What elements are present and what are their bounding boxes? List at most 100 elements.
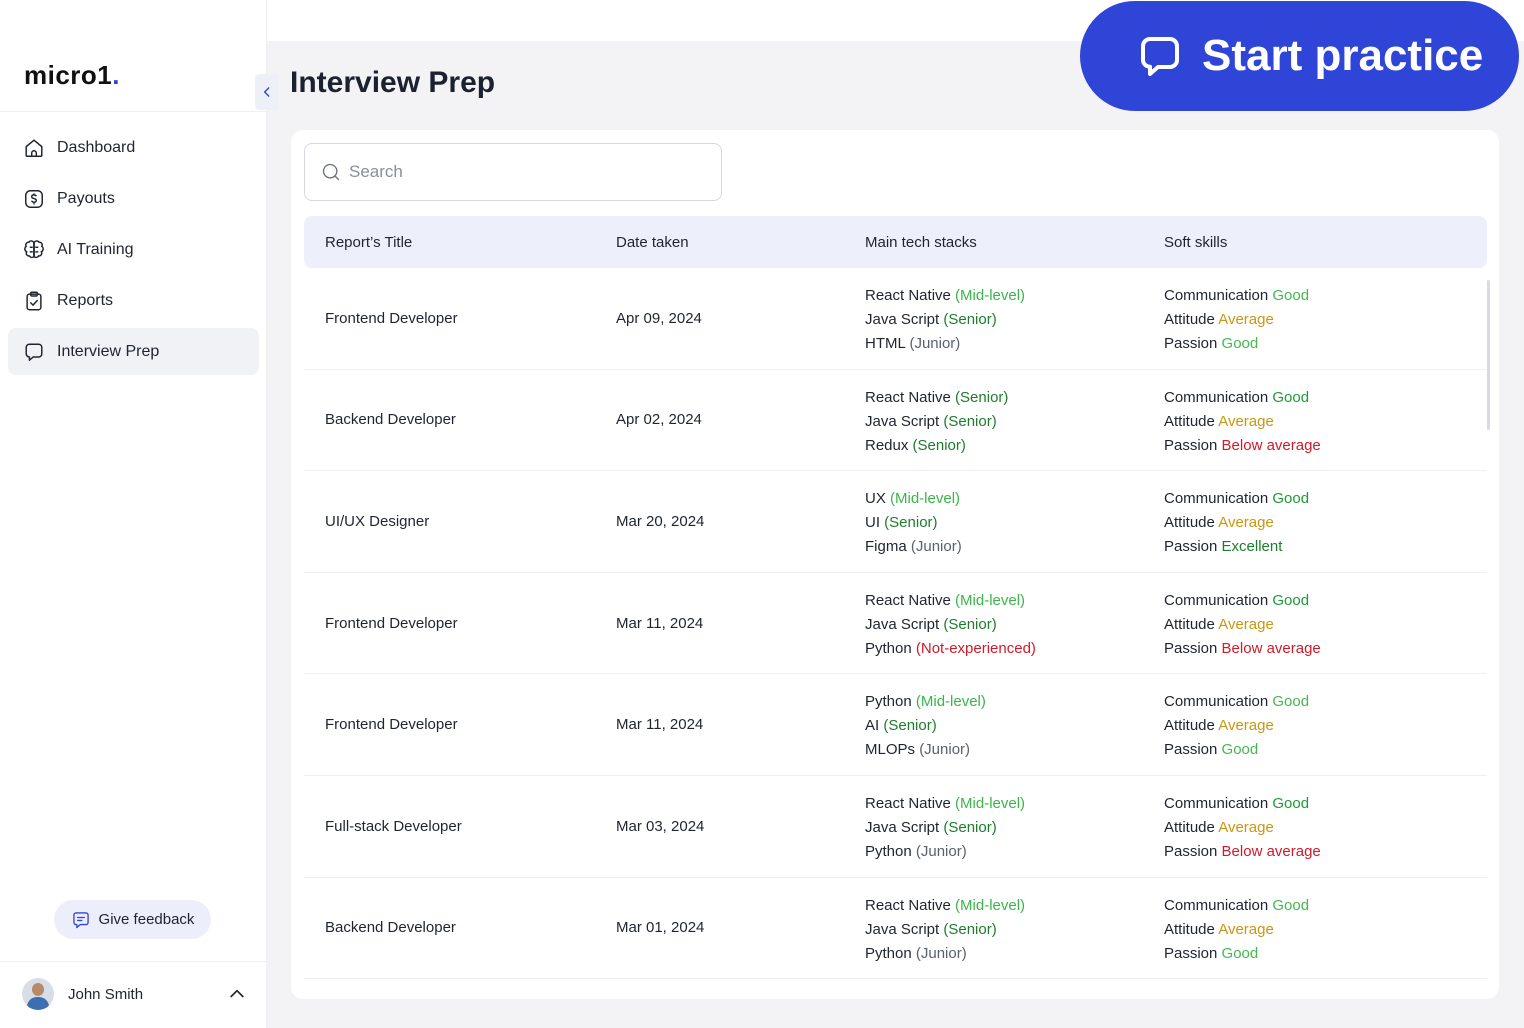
- soft-skill-rating: Good: [1221, 741, 1259, 759]
- tech-stack-item: React Native (Mid-level): [865, 284, 1025, 308]
- report-title: Frontend Developer: [325, 716, 458, 734]
- column-header-tech-stacks[interactable]: Main tech stacks: [865, 233, 977, 251]
- tech-stack-name: Redux: [865, 436, 909, 454]
- table-body: Frontend Developer Apr 09, 2024 React Nati…: [304, 268, 1487, 980]
- soft-skill-item: Passion Below average: [1164, 840, 1321, 864]
- soft-skill-name: Communication: [1164, 287, 1269, 304]
- column-header-title[interactable]: Report’s Title: [325, 233, 413, 251]
- tech-stack-name: Java Script: [865, 920, 940, 938]
- soft-skill-name: Attitude: [1164, 717, 1215, 735]
- tech-stack-level: (Not-experienced): [915, 639, 1036, 657]
- tech-stack-level: (Mid-level): [955, 287, 1026, 304]
- brand-logo[interactable]: micro1.: [24, 60, 120, 90]
- soft-skill-name: Passion: [1164, 436, 1218, 454]
- tech-stacks-cell: Python (Mid-level) AI (Senior) MLOPs (Juni…: [865, 690, 986, 762]
- soft-skills-cell: Communication Good Attitude Average Passio…: [1164, 589, 1321, 661]
- sidebar-item-payouts[interactable]: Payouts: [8, 175, 259, 222]
- soft-skill-item: Communication Good: [1164, 690, 1309, 714]
- table-row[interactable]: Backend Developer Apr 02, 2024 React Nativ…: [304, 370, 1487, 472]
- sidebar-item-dashboard[interactable]: Dashboard: [8, 124, 259, 171]
- table-row[interactable]: Frontend Developer Apr 09, 2024 React Nati…: [304, 268, 1487, 370]
- soft-skill-name: Passion: [1164, 944, 1218, 962]
- soft-skill-rating: Good: [1272, 693, 1310, 711]
- tech-stack-name: AI: [865, 717, 880, 735]
- tech-stack-name: Java Script: [865, 311, 940, 328]
- tech-stack-level: (Junior): [915, 842, 967, 860]
- table-row[interactable]: UI/UX Designer Mar 20, 2024 UX (Mid-level)…: [304, 471, 1487, 573]
- soft-skill-rating: Good: [1272, 896, 1310, 914]
- page-title: Interview Prep: [290, 66, 496, 99]
- soft-skill-name: Passion: [1164, 335, 1218, 352]
- sidebar-item-label: Reports: [57, 291, 114, 309]
- tech-stack-level: (Mid-level): [915, 693, 986, 711]
- soft-skills-cell: Communication Good Attitude Average Passio…: [1164, 487, 1309, 559]
- tech-stack-item: Java Script (Senior): [865, 918, 1025, 942]
- soft-skills-cell: Communication Good Attitude Average Passio…: [1164, 894, 1309, 966]
- tech-stack-item: React Native (Mid-level): [865, 792, 1025, 816]
- soft-skill-item: Communication Good: [1164, 386, 1321, 410]
- tech-stack-item: Java Script (Senior): [865, 308, 1025, 332]
- reports-card: Report’s Title Date taken Main tech stac…: [291, 130, 1499, 999]
- sidebar-item-reports[interactable]: Reports: [8, 277, 259, 324]
- report-title: UI/UX Designer: [325, 512, 430, 530]
- tech-stack-name: Python: [865, 944, 912, 962]
- date-taken: Mar 01, 2024: [616, 919, 705, 937]
- soft-skill-item: Passion Good: [1164, 738, 1309, 762]
- chat-bubble-icon: [1141, 37, 1179, 76]
- search-input[interactable]: [349, 162, 709, 182]
- soft-skill-item: Passion Good: [1164, 332, 1309, 356]
- scrollbar[interactable]: [1487, 280, 1490, 430]
- soft-skill-rating: Good: [1272, 490, 1310, 508]
- sidebar-item-interview-prep[interactable]: Interview Prep: [8, 328, 259, 375]
- table-row[interactable]: Backend Developer Mar 01, 2024 React Nativ…: [304, 878, 1487, 980]
- soft-skills-cell: Communication Good Attitude Average Passio…: [1164, 386, 1321, 458]
- soft-skills-cell: Communication Good Attitude Average Passio…: [1164, 284, 1309, 356]
- soft-skill-rating: Average: [1218, 615, 1274, 633]
- collapse-sidebar-button[interactable]: [255, 74, 279, 110]
- tech-stack-item: Redux (Senior): [865, 434, 1008, 458]
- tech-stack-name: UI: [865, 514, 880, 532]
- tech-stack-name: Java Script: [865, 818, 940, 836]
- column-header-date[interactable]: Date taken: [616, 233, 689, 251]
- soft-skill-name: Attitude: [1164, 818, 1215, 836]
- soft-skill-name: Communication: [1164, 388, 1269, 406]
- report-title: Backend Developer: [325, 919, 456, 937]
- tech-stack-item: Python (Junior): [865, 840, 1025, 864]
- chevron-up-icon[interactable]: [227, 984, 247, 1004]
- soft-skill-rating: Excellent: [1221, 538, 1283, 556]
- home-icon: [25, 138, 43, 157]
- soft-skill-rating: Average: [1218, 514, 1274, 532]
- user-menu[interactable]: John Smith: [22, 977, 247, 1011]
- soft-skill-item: Passion Below average: [1164, 637, 1321, 661]
- table-row[interactable]: Frontend Developer Mar 11, 2024 Python (Mi…: [304, 674, 1487, 776]
- table-row[interactable]: Full-stack Developer Mar 03, 2024 React Na…: [304, 776, 1487, 878]
- date-taken: Mar 20, 2024: [616, 512, 705, 530]
- divider: [0, 961, 267, 962]
- tech-stack-item: React Native (Senior): [865, 386, 1008, 410]
- table-row[interactable]: Frontend Developer Mar 11, 2024 React Nati…: [304, 573, 1487, 675]
- soft-skill-name: Passion: [1164, 741, 1218, 759]
- tech-stack-level: (Junior): [910, 538, 962, 556]
- search-box[interactable]: [304, 143, 722, 201]
- tech-stack-level: (Senior): [955, 388, 1009, 406]
- soft-skill-name: Attitude: [1164, 615, 1215, 633]
- tech-stack-level: (Senior): [943, 412, 997, 430]
- tech-stack-name: UX: [865, 490, 886, 508]
- soft-skill-item: Communication Good: [1164, 792, 1321, 816]
- soft-skill-rating: Average: [1218, 412, 1274, 430]
- tech-stack-item: React Native (Mid-level): [865, 589, 1036, 613]
- soft-skill-item: Passion Excellent: [1164, 535, 1309, 559]
- tech-stack-level: (Mid-level): [955, 591, 1026, 609]
- soft-skill-rating: Average: [1218, 311, 1274, 328]
- start-practice-button[interactable]: Start practice: [1080, 1, 1519, 111]
- tech-stacks-cell: UX (Mid-level) UI (Senior) Figma (Junior): [865, 487, 962, 559]
- give-feedback-button[interactable]: Give feedback: [54, 900, 211, 939]
- tech-stacks-cell: React Native (Mid-level) Java Script (Sen…: [865, 589, 1036, 661]
- column-header-soft-skills[interactable]: Soft skills: [1164, 233, 1228, 251]
- sidebar-item-ai-training[interactable]: AI Training: [8, 226, 259, 273]
- soft-skill-rating: Below average: [1221, 639, 1321, 657]
- soft-skills-cell: Communication Good Attitude Average Passio…: [1164, 792, 1321, 864]
- brain-icon: [24, 239, 44, 258]
- tech-stacks-cell: React Native (Mid-level) Java Script (Sen…: [865, 792, 1025, 864]
- soft-skill-item: Attitude Average: [1164, 816, 1321, 840]
